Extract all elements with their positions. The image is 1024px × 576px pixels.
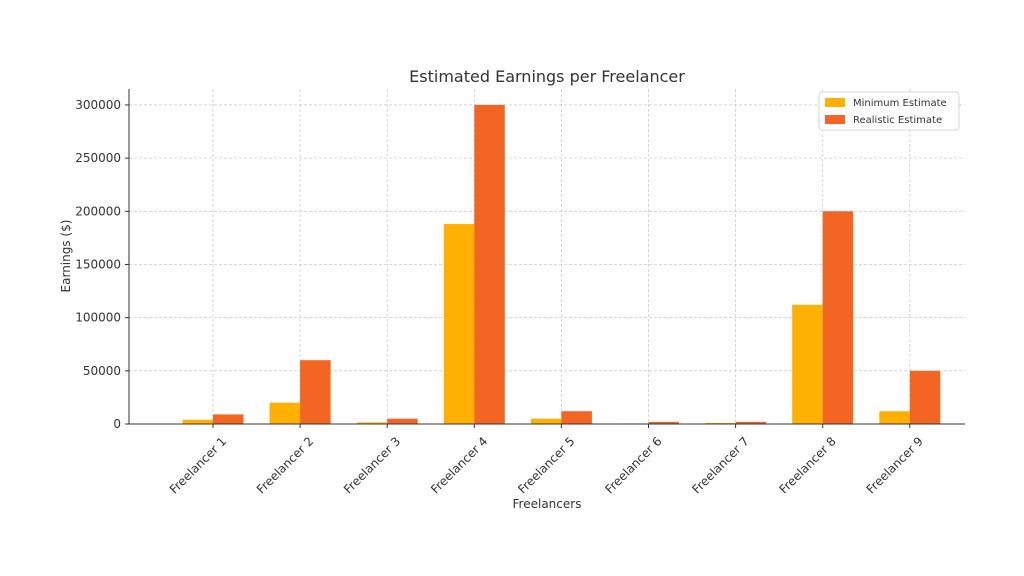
x-axis-label: Freelancers <box>513 497 582 511</box>
bar-realistic-2 <box>300 360 331 424</box>
x-tick-label: Freelancer 5 <box>515 434 577 496</box>
bar-realistic-7 <box>735 421 767 424</box>
bar-minimum-2 <box>269 402 301 424</box>
x-tick-label: Freelancer 8 <box>777 434 839 496</box>
axis-layer <box>128 89 965 425</box>
legend-label-minimum: Minimum Estimate <box>853 98 947 109</box>
x-tick-label: Freelancer 3 <box>341 434 403 496</box>
legend-swatch-realistic <box>825 115 845 124</box>
bar-minimum-1 <box>182 419 213 424</box>
legend: Minimum Estimate Realistic Estimate <box>818 91 960 131</box>
y-tick-label: 250000 <box>75 151 121 165</box>
bar-realistic-8 <box>822 211 854 424</box>
chart-title: Estimated Earnings per Freelancer <box>409 67 685 86</box>
y-tick-label: 100000 <box>75 311 121 325</box>
bar-realistic-5 <box>561 411 592 424</box>
bar-minimum-7 <box>705 422 736 424</box>
y-tick-label: 200000 <box>75 204 121 218</box>
legend-label-realistic: Realistic Estimate <box>853 115 942 126</box>
bar-realistic-6 <box>648 421 679 424</box>
bar-realistic-9 <box>909 370 941 424</box>
y-tick-label: 300000 <box>75 98 121 112</box>
y-axis-label: Earnings ($) <box>59 220 73 293</box>
bar-realistic-4 <box>474 104 505 424</box>
bar-realistic-3 <box>387 418 418 424</box>
x-tick-label: Freelancer 4 <box>428 434 490 496</box>
bar-minimum-3 <box>356 422 388 424</box>
y-tick-label: 150000 <box>75 257 121 271</box>
x-tick-label: Freelancer 1 <box>167 434 229 496</box>
bar-layer <box>182 104 941 424</box>
bar-minimum-9 <box>879 411 910 424</box>
y-tick-label: 0 <box>113 417 121 431</box>
x-tick-label: Freelancer 6 <box>602 434 664 496</box>
bar-minimum-5 <box>530 418 562 424</box>
legend-frame <box>818 91 960 131</box>
bar-minimum-8 <box>792 304 823 424</box>
legend-swatch-minimum <box>825 98 845 107</box>
bar-minimum-4 <box>443 224 475 424</box>
y-tick-label: 50000 <box>83 364 121 378</box>
x-tick-label: Freelancer 9 <box>864 434 926 496</box>
x-tick-label: Freelancer 2 <box>254 434 316 496</box>
x-tick-label: Freelancer 7 <box>689 434 751 496</box>
bar-realistic-1 <box>213 414 244 424</box>
